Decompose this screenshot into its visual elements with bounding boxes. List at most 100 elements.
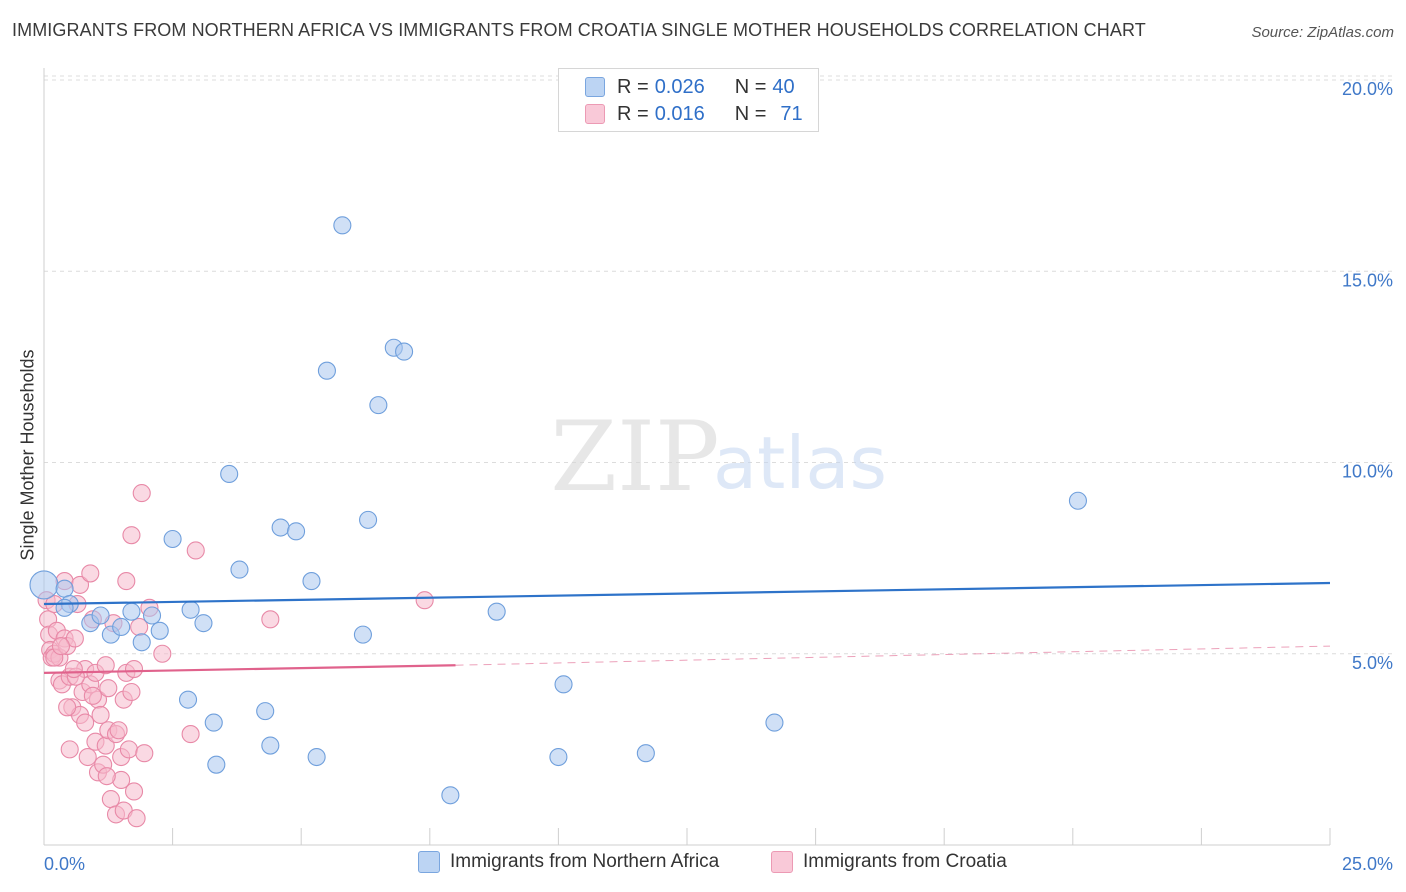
northern-africa-point-36 [554,675,573,694]
northern-africa-point-13 [178,690,198,709]
legend-r-label: R = [617,102,649,125]
croatia-point-50 [122,526,141,545]
northern-africa-point-0 [29,570,59,600]
northern-africa-point-32 [395,342,414,361]
y-tick-label-10: 10.0% [1342,462,1393,482]
series-legend-label: Immigrants from Croatia [803,851,1007,872]
croatia-point-34 [96,656,115,675]
legend-n-label: N = [734,75,767,98]
watermark-atlas: atlas [713,421,887,505]
croatia-point-47 [117,572,136,591]
series-legend-croatia[interactable]: Immigrants from Croatia [771,851,1007,873]
series-legend-swatch-pink [771,851,793,873]
trend-line-northern-africa [43,581,1331,606]
northern-africa-point-23 [287,522,306,541]
legend-swatch-blue [585,77,605,97]
croatia-point-53 [124,782,144,801]
legend-row-croatia: R = 0.016 N = 71 [585,102,803,126]
legend-n-label: N = [734,102,767,125]
legend-row-northern-africa: R = 0.026 N = 40 [585,75,795,99]
croatia-point-70 [64,659,83,679]
croatia-point-23 [76,713,95,732]
correlation-legend: R = 0.026 N = 40 R = 0.016 N = 71 [558,68,819,132]
northern-africa-point-10 [142,606,162,625]
northern-africa-point-18 [220,464,239,484]
northern-africa-point-28 [353,625,372,644]
watermark-zip: ZIP [550,401,719,513]
croatia-point-17 [65,629,84,648]
croatia-point-32 [91,705,110,725]
croatia-point-49 [119,740,138,759]
croatia-point-59 [153,644,172,663]
northern-africa-point-33 [441,786,460,805]
northern-africa-point-8 [122,602,141,621]
source-label: Source: ZipAtlas.com [1251,24,1394,41]
croatia-point-52 [124,659,144,679]
northern-africa-point-14 [181,600,200,619]
croatia-point-56 [132,484,151,503]
legend-swatch-pink [585,104,605,124]
y-tick-label-15: 15.0% [1342,270,1393,290]
axis-layer [43,68,1331,846]
northern-africa-point-25 [307,747,326,767]
trend-line-croatia [43,664,456,674]
northern-africa-point-16 [204,713,223,732]
northern-africa-point-38 [765,713,784,732]
croatia-point-42 [109,721,128,740]
northern-africa-point-39 [1068,491,1087,510]
y-tick-label-20: 20.0% [1342,79,1393,99]
northern-africa-point-19 [230,560,249,579]
legend-r-value: 0.016 [654,102,705,125]
northern-africa-point-27 [333,216,352,235]
series-legend-northern-africa[interactable]: Immigrants from Northern Africa [418,851,719,873]
northern-africa-point-17 [207,755,226,774]
northern-africa-point-15 [194,614,213,633]
croatia-point-69 [51,637,71,656]
tick-labels: 5.0% 10.0% 15.0% 20.0% 0.0% 25.0% [44,79,1393,874]
legend-n-value: 71 [780,102,803,125]
series-northern-africa [29,216,1087,805]
croatia-point-62 [261,610,280,629]
croatia-point-57 [135,744,154,763]
y-tick-label-5: 5.0% [1352,653,1393,673]
northern-africa-point-9 [132,633,151,652]
croatia-point-63 [415,591,434,610]
northern-africa-point-5 [91,606,110,625]
northern-africa-point-1 [55,579,74,598]
croatia-point-54 [127,809,146,828]
x-tick-label-max: 25.0% [1342,854,1393,874]
croatia-point-60 [181,725,200,744]
croatia-point-61 [186,541,205,560]
croatia-point-24 [78,747,97,767]
legend-r-label: R = [617,75,649,98]
trend-lines [43,581,1331,674]
croatia-point-51 [122,682,141,702]
northern-africa-point-11 [150,621,169,640]
legend-r-value: 0.026 [654,75,705,98]
northern-africa-point-20 [256,702,275,721]
x-tick-label-min: 0.0% [44,854,85,874]
northern-africa-point-21 [261,736,280,755]
northern-africa-point-3 [55,598,74,617]
northern-africa-point-34 [487,602,506,621]
croatia-point-67 [83,686,102,705]
croatia-point-65 [58,698,77,717]
legend-n-value: 40 [772,75,795,98]
northern-africa-point-12 [163,529,182,549]
croatia-point-27 [81,564,100,583]
northern-africa-point-35 [549,747,568,767]
croatia-point-68 [97,767,116,786]
series-croatia [37,484,434,828]
northern-africa-point-22 [271,518,290,537]
northern-africa-point-7 [112,617,131,637]
trend-line-croatia-extension [455,645,1331,666]
northern-africa-point-29 [359,510,378,529]
series-legend-swatch-blue [418,851,440,873]
northern-africa-point-37 [636,744,655,763]
northern-africa-point-30 [369,396,388,415]
northern-africa-point-24 [302,572,321,591]
croatia-point-15 [60,740,79,759]
croatia-point-37 [99,679,118,698]
northern-africa-point-26 [317,361,336,380]
